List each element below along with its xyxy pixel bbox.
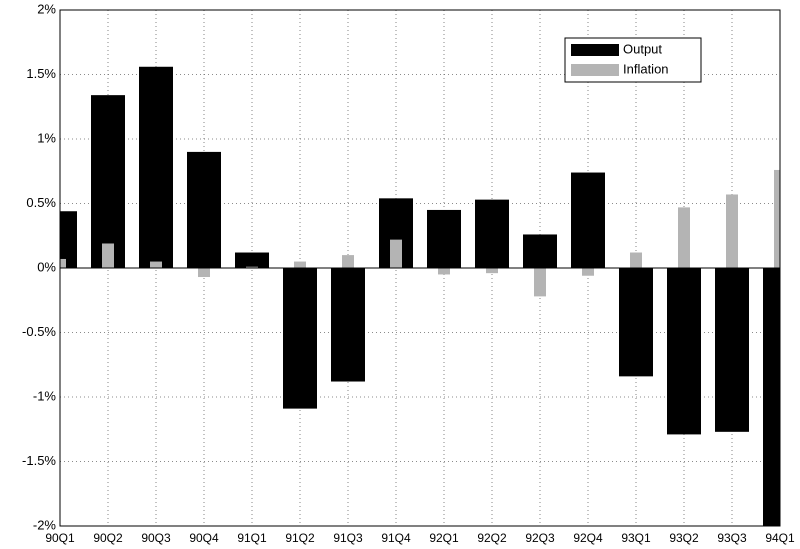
y-tick-label: 1.5% — [26, 66, 56, 81]
bar — [198, 268, 210, 278]
bar — [774, 169, 780, 268]
legend-label: Inflation — [623, 61, 669, 76]
bar — [582, 268, 594, 276]
y-tick-label: -2% — [33, 517, 57, 532]
plot-frame — [59, 9, 781, 527]
legend-swatch — [571, 44, 619, 56]
bar — [342, 255, 354, 268]
bar — [91, 95, 125, 268]
bar — [667, 268, 701, 435]
bar — [283, 268, 317, 409]
x-tick-label: 93Q1 — [621, 531, 651, 545]
bar — [763, 268, 780, 526]
x-tick-label: 90Q1 — [45, 531, 75, 545]
bar — [60, 211, 77, 268]
y-tick-label: 0.5% — [26, 195, 56, 210]
bar — [475, 199, 509, 268]
bar — [390, 239, 402, 268]
bar — [102, 243, 114, 268]
bar — [523, 234, 557, 268]
bar — [619, 268, 653, 377]
bar — [331, 268, 365, 382]
legend-swatch — [571, 64, 619, 76]
bar — [438, 268, 450, 275]
legend-label: Output — [623, 41, 662, 56]
bar — [187, 151, 221, 268]
bar — [534, 268, 546, 297]
bar — [235, 252, 269, 268]
x-tick-label: 90Q2 — [93, 531, 123, 545]
x-tick-label: 94Q1 — [765, 531, 795, 545]
y-tick-label: 2% — [37, 1, 56, 16]
bar — [678, 207, 690, 268]
x-tick-label: 90Q4 — [189, 531, 219, 545]
x-tick-label: 91Q2 — [285, 531, 315, 545]
bar — [630, 252, 642, 268]
bar — [150, 261, 162, 268]
x-tick-label: 91Q1 — [237, 531, 267, 545]
bar — [294, 261, 306, 268]
x-tick-label: 90Q3 — [141, 531, 171, 545]
y-tick-label: 0% — [37, 259, 56, 274]
y-tick-label: -1% — [33, 388, 57, 403]
bar — [571, 172, 605, 268]
x-tick-label: 92Q4 — [573, 531, 603, 545]
x-tick-label: 91Q4 — [381, 531, 411, 545]
bar — [139, 66, 173, 268]
bar — [726, 194, 738, 268]
bar — [246, 266, 258, 268]
x-tick-label: 91Q3 — [333, 531, 363, 545]
y-tick-label: 1% — [37, 130, 56, 145]
x-tick-label: 92Q3 — [525, 531, 555, 545]
bar — [486, 268, 498, 274]
y-tick-label: -0.5% — [22, 324, 56, 339]
y-tick-label: -1.5% — [22, 453, 56, 468]
x-tick-label: 92Q1 — [429, 531, 459, 545]
bar — [60, 258, 66, 268]
bar — [427, 209, 461, 268]
x-tick-label: 92Q2 — [477, 531, 507, 545]
bar — [715, 268, 749, 432]
x-tick-label: 93Q3 — [717, 531, 747, 545]
x-tick-label: 93Q2 — [669, 531, 699, 545]
